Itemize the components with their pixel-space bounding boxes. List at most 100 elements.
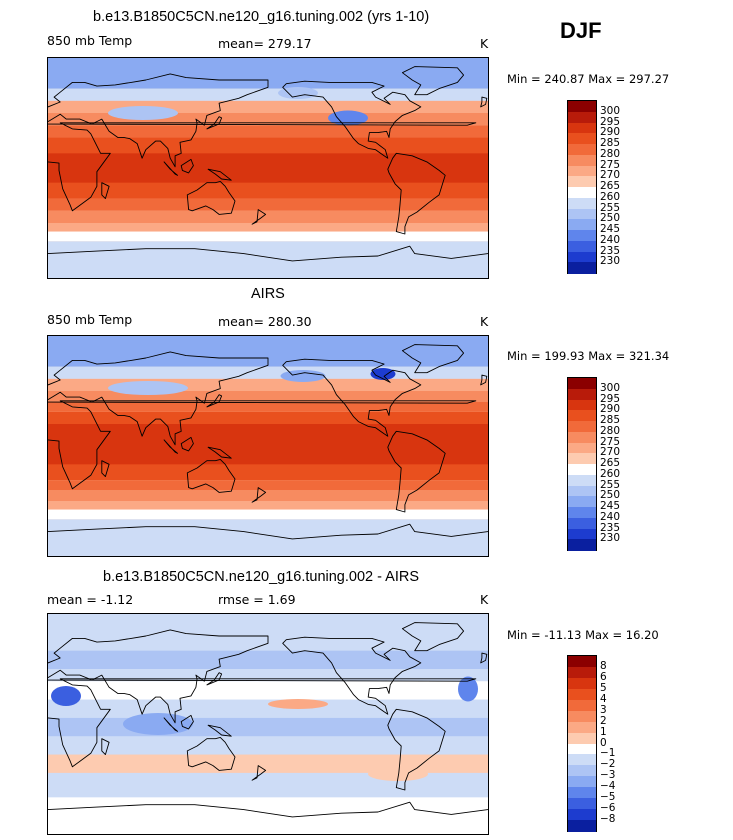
field-map [48,336,488,556]
field-band [48,153,488,183]
colorbar-tick-label: 275 [600,435,621,448]
colorbar-tick-label: −4 [600,780,616,793]
colorbar-tick-label: 290 [600,403,621,416]
coastline [206,116,223,130]
coastline [48,400,477,490]
coastline [480,374,488,386]
colorbar-tick-label: 270 [600,446,621,459]
panel-2-title: AIRS [251,286,285,302]
panel-2-colorbar: 300 295 290 285 280 275 270 265 260 255 250 245 240 2… [567,377,620,551]
field-band [48,797,488,834]
panel-3-title: b.e13.B1850C5CN.ne120_g16.tuning.002 - A… [103,569,420,585]
colorbar-box [568,699,596,712]
colorbar-box [568,688,596,701]
colorbar-tick-label: 285 [600,414,621,426]
coastline [282,636,422,715]
colorbar-box [568,122,596,134]
field-patch [108,381,188,395]
colorbar-box [568,378,596,390]
coastline [180,158,194,174]
colorbar-tick-label: 4 [600,692,607,705]
colorbar-tick-label: 265 [600,180,621,192]
panel-3-map [47,613,489,835]
colorbar-tick-label: 240 [600,510,621,523]
colorbar-box [568,208,596,220]
colorbar-box [568,507,596,519]
panel-2-map [47,335,489,557]
coastline [401,66,465,96]
panel-2-minmax: Min = 199.93 Max = 321.34 [507,349,670,363]
colorbar-tick-label: 265 [600,457,621,469]
colorbar-tick-label: 6 [600,670,607,683]
colorbar-tick-label: 255 [600,478,621,491]
field-map [48,614,488,834]
coastline [48,523,488,540]
field-patch [268,699,328,709]
field-patch [278,87,318,99]
coastline [48,678,477,768]
colorbar-tick-label: 250 [600,212,621,225]
colorbar-box [568,144,596,156]
colorbar-box [568,517,596,529]
colorbar-box [568,230,596,242]
colorbar-tick-label: 8 [600,659,607,672]
field-patch [280,370,326,382]
panel-1-title: b.e13.B1850C5CN.ne120_g16.tuning.002 (yr… [93,9,430,25]
coastline [282,358,422,437]
colorbar-tick-label: 250 [600,489,621,502]
panel-1-colorbar: 300 295 290 285 280 275 270 265 260 255 250 245 240 2… [567,100,620,274]
colorbar-box [568,187,596,199]
coastline [186,736,236,771]
colorbar-tick-label: 280 [600,424,621,437]
coastline [163,161,179,176]
field-band [48,402,488,412]
coastline [387,430,446,513]
colorbar-tick-label: −2 [600,758,616,771]
colorbar-box [568,721,596,734]
colorbar-tick-label: 5 [600,681,607,694]
colorbar-tick-label: 270 [600,169,621,182]
colorbar-box [568,809,596,821]
coastline [186,458,236,493]
coastline [206,394,223,408]
colorbar-tick-label: 295 [600,115,621,128]
field-band [48,210,488,223]
field-band [48,231,488,242]
colorbar-box [568,133,596,145]
colorbar-tick-label: 235 [600,521,621,534]
panel-3-mean-label: mean = -1.12 [47,592,134,607]
colorbar-box [568,421,596,433]
coastline [101,738,110,756]
colorbar-tick-label: 275 [600,158,621,171]
panel-3-rmse-label: rmse = 1.69 [218,592,296,607]
colorbar-box [568,474,596,486]
colorbar-tick-label: 300 [600,104,621,117]
field-band [48,501,488,510]
colorbar-box [568,776,596,788]
colorbar-box [568,176,596,188]
coastline [186,180,236,215]
coastline [401,344,465,374]
colorbar-tick-label: 290 [600,126,621,139]
colorbar-box [568,496,596,508]
field-patch [370,368,396,380]
colorbar-tick-label: 230 [600,255,621,268]
colorbar-box [568,165,596,177]
colorbar-box [568,656,596,668]
colorbar-tick-label: 255 [600,201,621,214]
panel-3-minmax: Min = -11.13 Max = 16.20 [507,628,659,642]
coastline [48,629,269,724]
coastline [48,801,488,818]
field-patch [328,110,368,126]
field-map [48,58,488,278]
coastline [207,446,232,459]
colorbar-box [568,388,596,400]
colorbar-tick-label: 1 [600,725,607,738]
colorbar-box [568,677,596,690]
colorbar-tick-label: −3 [600,769,616,782]
field-band [48,754,488,773]
colorbar-tick-label: 280 [600,147,621,160]
colorbar-box [568,111,596,123]
colorbar-box [568,666,596,679]
coastline [180,714,194,730]
